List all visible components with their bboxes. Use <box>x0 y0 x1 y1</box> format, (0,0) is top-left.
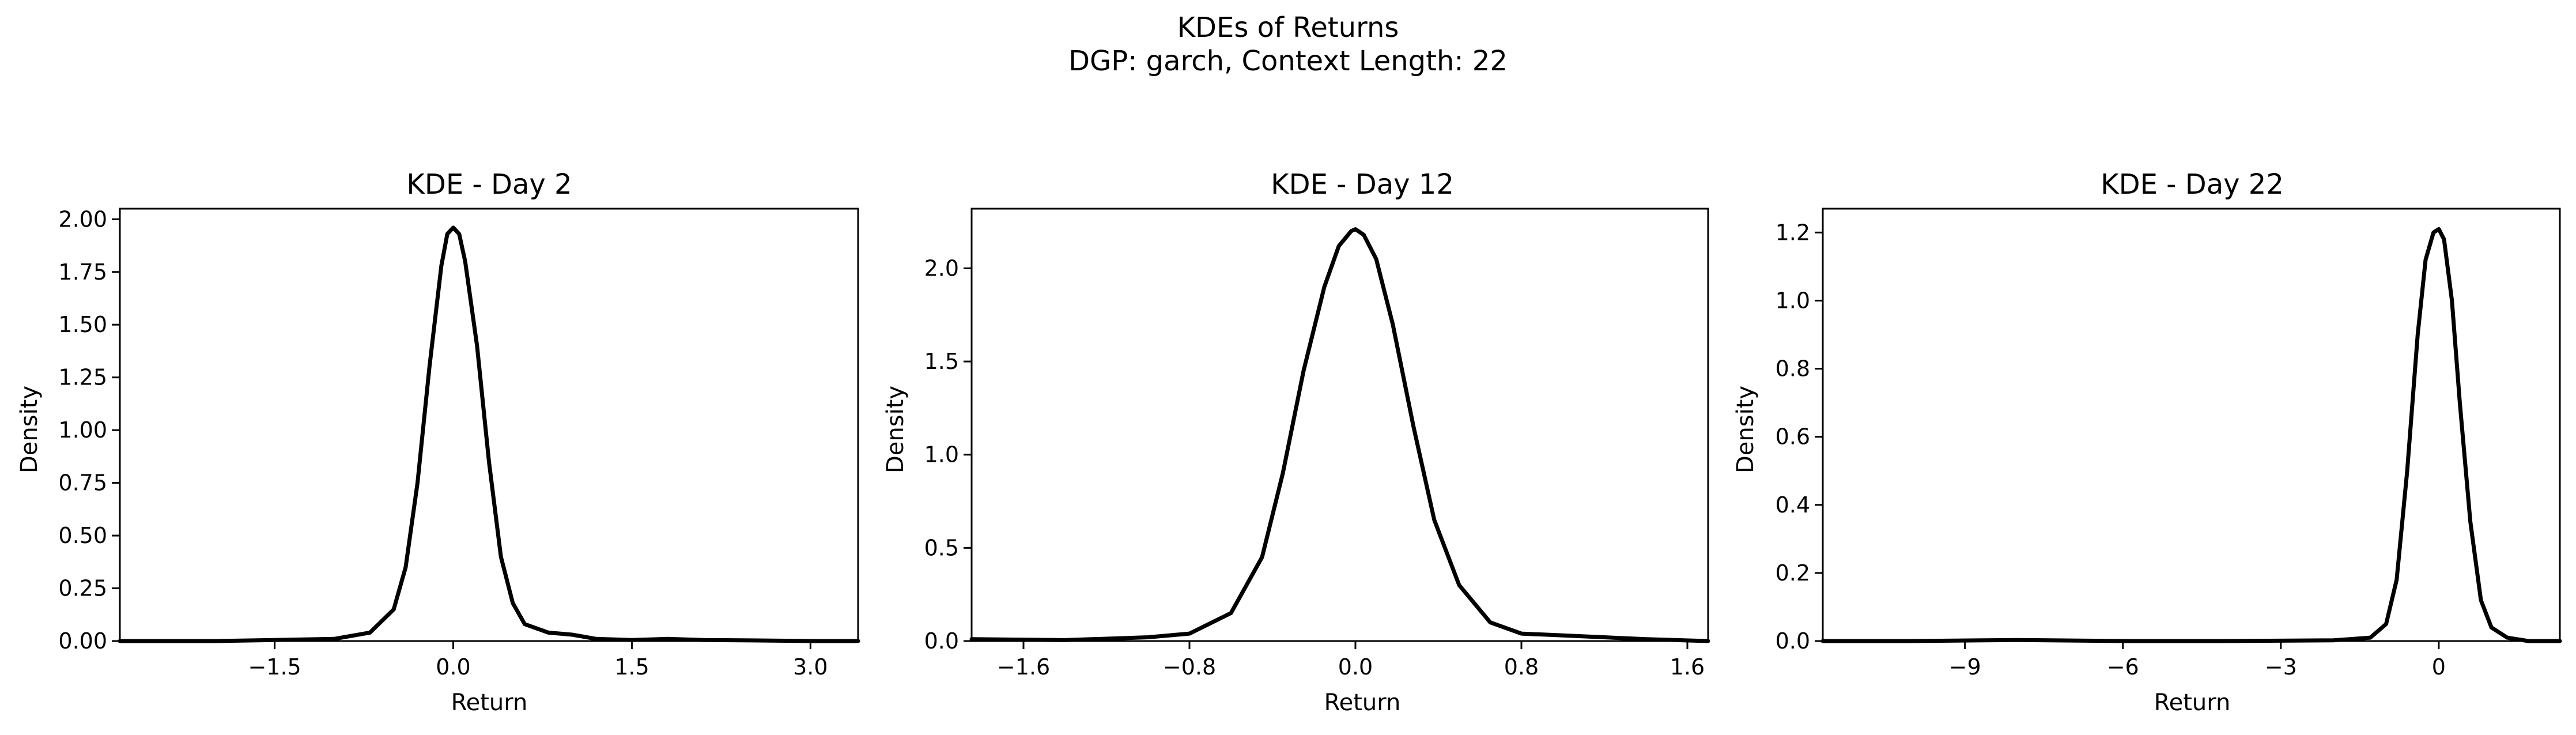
y-tick-label: 1.50 <box>58 312 107 337</box>
x-tick-label: −9 <box>1949 654 1981 680</box>
kde-panel-day-22: KDE - Day 22 Return Density −9 −6 −3 0 0.0 0.… <box>1732 168 2562 716</box>
panel-title: KDE - Day 2 <box>406 168 572 201</box>
x-tick-label: 0.8 <box>1504 654 1539 680</box>
x-axis-label: Return <box>2154 689 2231 716</box>
y-tick-label: 0.25 <box>58 576 107 601</box>
y-axis-label: Density <box>1732 386 1759 473</box>
y-tick-label: 1.75 <box>58 259 107 285</box>
x-axis-label: Return <box>451 689 528 716</box>
y-tick-label: 0.50 <box>58 523 107 548</box>
plot-area-frame <box>119 208 859 642</box>
kde-curve <box>118 225 860 643</box>
y-tick-label: 0.0 <box>924 628 959 654</box>
x-tick-label: −6 <box>2107 654 2139 680</box>
y-tick-label: 1.00 <box>58 417 107 443</box>
y-tick-label: 0.75 <box>58 470 107 496</box>
y-tick-label: 1.25 <box>58 365 107 390</box>
x-tick-label: 0.0 <box>436 654 470 680</box>
y-tick-label: 1.0 <box>1776 288 1810 313</box>
y-tick-label: 1.5 <box>924 349 959 374</box>
x-tick-label: 0.0 <box>1338 654 1373 680</box>
x-axis-label: Return <box>1324 689 1401 716</box>
y-axis-label: Density <box>16 386 43 473</box>
y-tick-label: 0.5 <box>924 535 959 560</box>
y-tick-label: 1.2 <box>1776 220 1810 245</box>
y-tick-label: 2.0 <box>924 255 959 281</box>
kde-curve <box>969 227 1710 643</box>
x-tick-label: −3 <box>2265 654 2297 680</box>
y-tick-label: 0.0 <box>1776 628 1810 654</box>
panel-title: KDE - Day 12 <box>1271 168 1454 201</box>
y-tick-label: 1.0 <box>924 442 959 468</box>
y-tick-label: 0.6 <box>1776 424 1810 450</box>
y-tick-label: 0.2 <box>1776 560 1810 586</box>
x-tick-label: 0 <box>2432 654 2446 680</box>
y-axis-label: Density <box>882 386 909 473</box>
kde-panel-day-12: KDE - Day 12 Return Density −1.6 −0.8 0.0 0… <box>882 168 1710 716</box>
x-tick-label: −1.5 <box>248 654 301 680</box>
figure-subtitle: DGP: garch, Context Length: 22 <box>1068 45 1508 77</box>
y-tick-label: 2.00 <box>58 206 107 232</box>
figure-title: KDEs of Returns <box>1177 12 1399 44</box>
x-tick-label: 1.6 <box>1670 654 1705 680</box>
kde-curve <box>1820 227 2562 643</box>
x-tick-label: −0.8 <box>1163 654 1216 680</box>
kde-panel-day-2: KDE - Day 2 Return Density −1.5 0.0 1.5 3.0… <box>16 168 860 716</box>
x-tick-label: 1.5 <box>614 654 649 680</box>
panel-title: KDE - Day 22 <box>2101 168 2284 201</box>
y-tick-label: 0.00 <box>58 628 107 654</box>
x-tick-label: 3.0 <box>793 654 828 680</box>
plot-area-frame <box>1822 208 2561 642</box>
plot-area-frame <box>970 208 1709 642</box>
x-tick-label: −1.6 <box>997 654 1050 680</box>
y-tick-label: 0.8 <box>1776 356 1810 382</box>
y-tick-label: 0.4 <box>1776 492 1810 518</box>
